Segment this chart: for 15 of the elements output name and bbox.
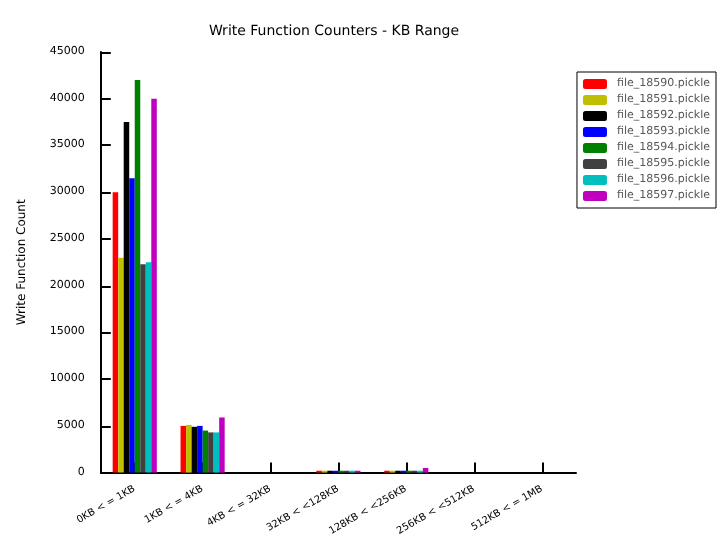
bar xyxy=(186,424,192,473)
bar xyxy=(140,264,146,473)
bar xyxy=(151,98,157,473)
bar xyxy=(129,178,135,473)
bar xyxy=(213,432,220,473)
bar xyxy=(134,80,141,473)
bar xyxy=(145,262,152,473)
bar xyxy=(197,425,203,473)
bar xyxy=(208,432,214,473)
bar xyxy=(422,467,429,473)
bar xyxy=(118,257,124,473)
bar xyxy=(180,425,187,473)
bar xyxy=(202,430,209,473)
bar xyxy=(112,192,119,473)
bar xyxy=(219,417,225,473)
